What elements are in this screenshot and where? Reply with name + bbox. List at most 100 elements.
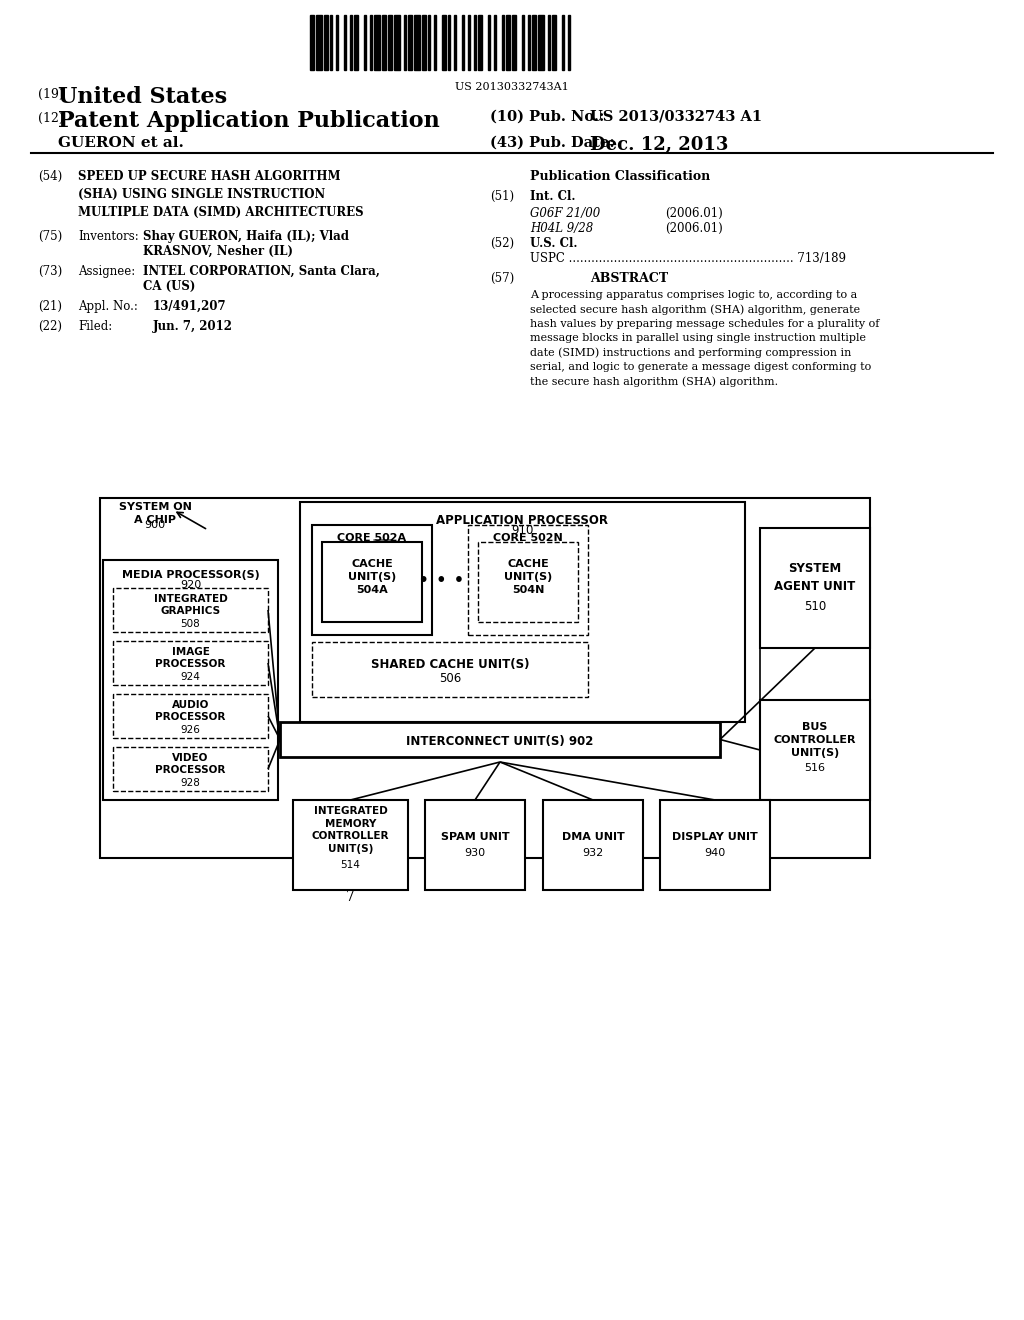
Text: SPEED UP SECURE HASH ALGORITHM
(SHA) USING SINGLE INSTRUCTION
MULTIPLE DATA (SIM: SPEED UP SECURE HASH ALGORITHM (SHA) USI…: [78, 170, 364, 219]
Text: H04L 9/28: H04L 9/28: [530, 222, 593, 235]
Text: (54): (54): [38, 170, 62, 183]
Text: 506: 506: [439, 672, 461, 685]
Bar: [344, 15, 346, 70]
Bar: [354, 15, 358, 70]
Text: Shay GUERON, Haifa (IL); Vlad
KRASNOV, Nesher (IL): Shay GUERON, Haifa (IL); Vlad KRASNOV, N…: [143, 230, 349, 257]
Text: (2006.01): (2006.01): [665, 222, 723, 235]
Text: Assignee:: Assignee:: [78, 265, 135, 279]
Text: (22): (22): [38, 319, 62, 333]
Bar: [660, 800, 770, 890]
Text: DMA UNIT: DMA UNIT: [561, 832, 625, 842]
Bar: [370, 15, 372, 70]
Text: (52): (52): [490, 238, 514, 249]
Text: MEDIA PROCESSOR(S): MEDIA PROCESSOR(S): [122, 570, 259, 579]
Text: Patent Application Publication: Patent Application Publication: [58, 110, 439, 132]
Bar: [522, 15, 524, 70]
Bar: [414, 15, 420, 70]
Bar: [474, 15, 476, 70]
Bar: [100, 498, 870, 858]
Text: United States: United States: [58, 86, 227, 108]
Bar: [103, 560, 278, 800]
Bar: [442, 15, 446, 70]
Text: SYSTEM
AGENT UNIT: SYSTEM AGENT UNIT: [774, 562, 856, 594]
Bar: [322, 543, 422, 622]
Text: A processing apparatus comprises logic to, according to a
selected secure hash a: A processing apparatus comprises logic t…: [530, 290, 880, 387]
Text: GUERON et al.: GUERON et al.: [58, 136, 184, 150]
Bar: [330, 15, 332, 70]
Text: Filed:: Filed:: [78, 319, 113, 333]
Text: Inventors:: Inventors:: [78, 230, 138, 243]
Bar: [350, 15, 352, 70]
Bar: [494, 15, 496, 70]
Text: (12): (12): [38, 112, 63, 125]
Text: (51): (51): [490, 190, 514, 203]
Text: (43) Pub. Date:: (43) Pub. Date:: [490, 136, 614, 150]
Bar: [760, 700, 870, 800]
Text: 910: 910: [511, 524, 534, 537]
Text: 930: 930: [465, 847, 485, 858]
Text: U.S. Cl.: U.S. Cl.: [530, 238, 578, 249]
Bar: [293, 800, 408, 890]
Text: (73): (73): [38, 265, 62, 279]
Bar: [310, 15, 314, 70]
Text: SHARED CACHE UNIT(S): SHARED CACHE UNIT(S): [371, 657, 529, 671]
Text: 926: 926: [180, 725, 201, 735]
Text: SYSTEM ON
A CHIP: SYSTEM ON A CHIP: [119, 502, 191, 525]
Bar: [468, 15, 470, 70]
Text: CORE 502N: CORE 502N: [494, 533, 563, 543]
Bar: [478, 543, 578, 622]
Bar: [538, 15, 544, 70]
Bar: [543, 800, 643, 890]
Bar: [113, 694, 268, 738]
Bar: [548, 15, 550, 70]
Bar: [388, 15, 392, 70]
Text: VIDEO
PROCESSOR: VIDEO PROCESSOR: [156, 752, 225, 775]
Text: Dec. 12, 2013: Dec. 12, 2013: [590, 136, 728, 154]
Text: CORE 502A: CORE 502A: [338, 533, 407, 543]
Text: 932: 932: [583, 847, 603, 858]
Bar: [488, 15, 490, 70]
Text: Jun. 7, 2012: Jun. 7, 2012: [153, 319, 233, 333]
Text: Int. Cl.: Int. Cl.: [530, 190, 575, 203]
Text: INTEL CORPORATION, Santa Clara,
CA (US): INTEL CORPORATION, Santa Clara, CA (US): [143, 265, 380, 293]
Bar: [568, 15, 570, 70]
Text: SPAM UNIT: SPAM UNIT: [440, 832, 509, 842]
Bar: [312, 642, 588, 697]
Bar: [113, 642, 268, 685]
Bar: [336, 15, 338, 70]
Text: 920: 920: [180, 579, 201, 590]
Bar: [532, 15, 536, 70]
Text: G06F 21/00: G06F 21/00: [530, 207, 600, 220]
Bar: [374, 15, 380, 70]
Bar: [382, 15, 386, 70]
Text: INTEGRATED
MEMORY
CONTROLLER
UNIT(S): INTEGRATED MEMORY CONTROLLER UNIT(S): [311, 807, 389, 854]
Bar: [312, 525, 432, 635]
Bar: [300, 502, 745, 722]
Bar: [364, 15, 366, 70]
Text: (75): (75): [38, 230, 62, 243]
Text: US 2013/0332743 A1: US 2013/0332743 A1: [590, 110, 762, 124]
Text: 940: 940: [705, 847, 726, 858]
Text: CACHE
UNIT(S)
504A: CACHE UNIT(S) 504A: [348, 558, 396, 595]
Bar: [502, 15, 504, 70]
Text: IMAGE
PROCESSOR: IMAGE PROCESSOR: [156, 647, 225, 669]
Bar: [528, 15, 530, 70]
Text: 508: 508: [180, 619, 201, 630]
Text: CACHE
UNIT(S)
504N: CACHE UNIT(S) 504N: [504, 558, 552, 595]
Text: Appl. No.:: Appl. No.:: [78, 300, 138, 313]
Bar: [434, 15, 436, 70]
Bar: [506, 15, 510, 70]
Text: 510: 510: [804, 599, 826, 612]
Text: Publication Classification: Publication Classification: [530, 170, 711, 183]
Bar: [113, 747, 268, 791]
Bar: [316, 15, 322, 70]
Text: 900: 900: [144, 520, 166, 531]
Text: AUDIO
PROCESSOR: AUDIO PROCESSOR: [156, 700, 225, 722]
Text: APPLICATION PROCESSOR: APPLICATION PROCESSOR: [436, 513, 608, 527]
Bar: [468, 525, 588, 635]
Bar: [425, 800, 525, 890]
Text: USPC ............................................................ 713/189: USPC ...................................…: [530, 252, 846, 265]
Bar: [408, 15, 412, 70]
Text: (21): (21): [38, 300, 62, 313]
Bar: [562, 15, 564, 70]
